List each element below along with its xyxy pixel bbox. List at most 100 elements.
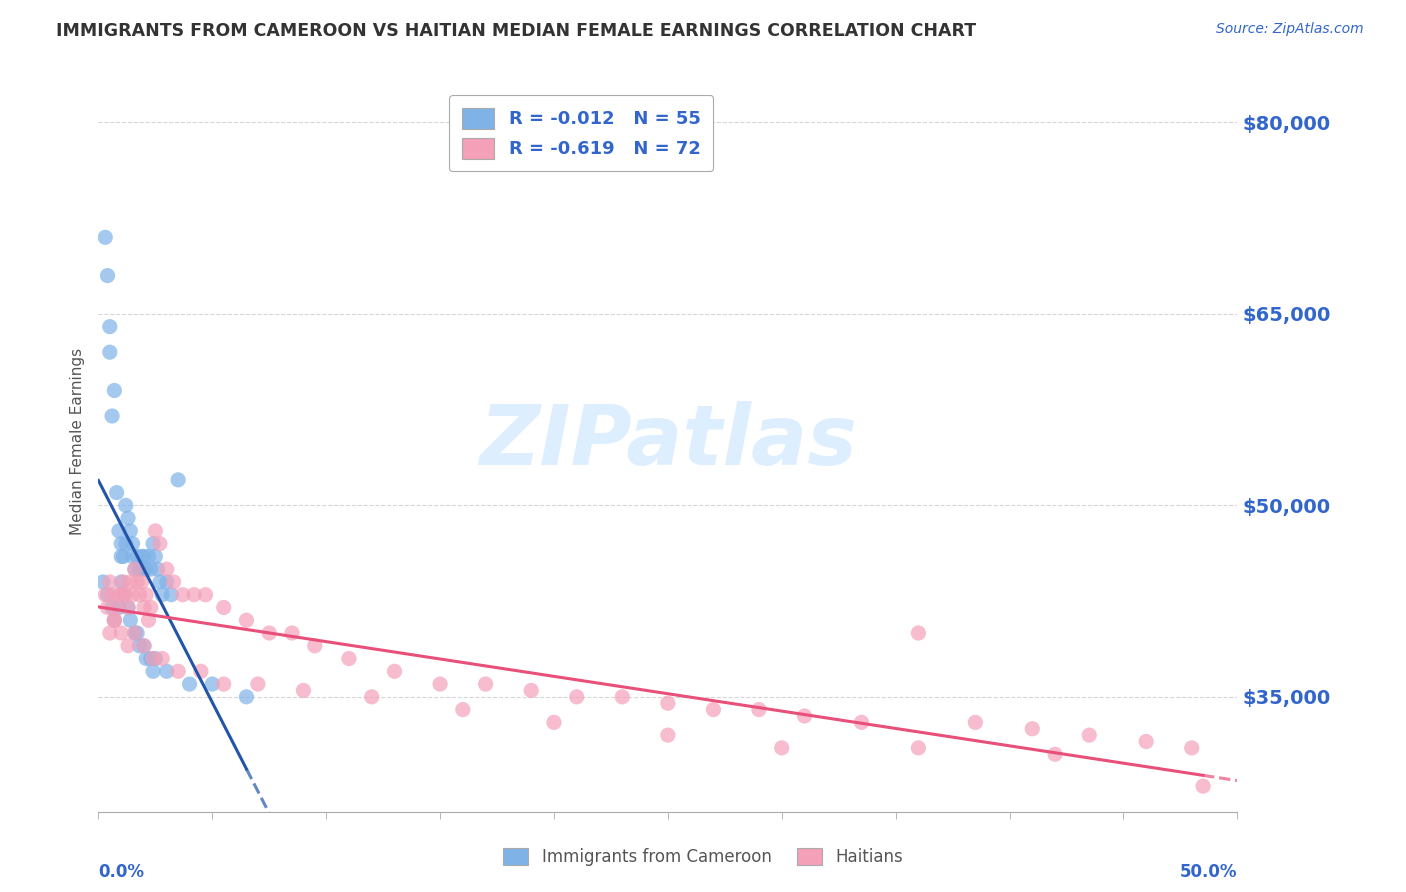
- Point: [120, 613, 142, 627]
- Point: [101, 600, 124, 615]
- Point: [360, 690, 382, 704]
- Point: [657, 696, 679, 710]
- Point: [131, 574, 153, 589]
- Point: [281, 626, 304, 640]
- Point: [127, 574, 149, 589]
- Point: [235, 613, 257, 627]
- Point: [150, 588, 173, 602]
- Point: [304, 639, 326, 653]
- Point: [94, 230, 117, 244]
- Point: [98, 345, 121, 359]
- Point: [179, 677, 201, 691]
- Point: [851, 715, 873, 730]
- Text: IMMIGRANTS FROM CAMEROON VS HAITIAN MEDIAN FEMALE EARNINGS CORRELATION CHART: IMMIGRANTS FROM CAMEROON VS HAITIAN MEDI…: [56, 22, 976, 40]
- Point: [117, 511, 139, 525]
- Point: [543, 715, 565, 730]
- Point: [96, 268, 118, 283]
- Point: [145, 524, 167, 538]
- Point: [103, 384, 125, 398]
- Point: [103, 613, 125, 627]
- Point: [156, 562, 179, 576]
- Point: [101, 409, 124, 423]
- Y-axis label: Median Female Earnings: Median Female Earnings: [70, 348, 86, 535]
- Point: [1078, 728, 1101, 742]
- Point: [132, 639, 155, 653]
- Point: [121, 536, 143, 550]
- Point: [124, 626, 146, 640]
- Point: [429, 677, 451, 691]
- Point: [167, 665, 190, 679]
- Point: [246, 677, 269, 691]
- Point: [150, 651, 173, 665]
- Point: [108, 524, 131, 538]
- Point: [565, 690, 588, 704]
- Point: [259, 626, 281, 640]
- Point: [156, 665, 179, 679]
- Text: Source: ZipAtlas.com: Source: ZipAtlas.com: [1216, 22, 1364, 37]
- Point: [121, 549, 143, 564]
- Point: [612, 690, 634, 704]
- Point: [139, 600, 162, 615]
- Point: [337, 651, 360, 665]
- Point: [149, 536, 172, 550]
- Point: [120, 574, 142, 589]
- Point: [1021, 722, 1043, 736]
- Text: 0.0%: 0.0%: [98, 863, 145, 880]
- Point: [748, 703, 770, 717]
- Point: [451, 703, 474, 717]
- Point: [128, 639, 150, 653]
- Point: [120, 524, 142, 538]
- Point: [105, 600, 128, 615]
- Point: [135, 562, 157, 576]
- Point: [98, 574, 121, 589]
- Point: [907, 740, 929, 755]
- Point: [128, 588, 150, 602]
- Point: [108, 588, 131, 602]
- Point: [132, 600, 155, 615]
- Point: [657, 728, 679, 742]
- Point: [110, 536, 132, 550]
- Point: [108, 600, 131, 615]
- Point: [103, 613, 125, 627]
- Point: [98, 626, 121, 640]
- Point: [114, 499, 136, 513]
- Point: [194, 588, 217, 602]
- Point: [132, 639, 155, 653]
- Point: [142, 665, 165, 679]
- Point: [212, 600, 235, 615]
- Legend: R = -0.012   N = 55, R = -0.619   N = 72: R = -0.012 N = 55, R = -0.619 N = 72: [449, 95, 713, 171]
- Point: [139, 651, 162, 665]
- Point: [127, 549, 149, 564]
- Point: [1181, 740, 1204, 755]
- Point: [110, 626, 132, 640]
- Point: [138, 613, 160, 627]
- Point: [131, 549, 153, 564]
- Point: [292, 683, 315, 698]
- Point: [91, 574, 114, 589]
- Point: [117, 600, 139, 615]
- Point: [162, 574, 184, 589]
- Point: [96, 600, 118, 615]
- Point: [172, 588, 194, 602]
- Point: [142, 651, 165, 665]
- Point: [112, 588, 135, 602]
- Point: [98, 319, 121, 334]
- Point: [135, 588, 157, 602]
- Point: [139, 562, 162, 576]
- Point: [235, 690, 257, 704]
- Point: [770, 740, 793, 755]
- Point: [114, 536, 136, 550]
- Point: [114, 588, 136, 602]
- Point: [128, 562, 150, 576]
- Point: [145, 651, 167, 665]
- Point: [112, 549, 135, 564]
- Point: [146, 562, 169, 576]
- Point: [127, 626, 149, 640]
- Point: [132, 562, 155, 576]
- Point: [167, 473, 190, 487]
- Point: [142, 536, 165, 550]
- Point: [132, 549, 155, 564]
- Point: [117, 639, 139, 653]
- Point: [96, 588, 118, 602]
- Point: [110, 588, 132, 602]
